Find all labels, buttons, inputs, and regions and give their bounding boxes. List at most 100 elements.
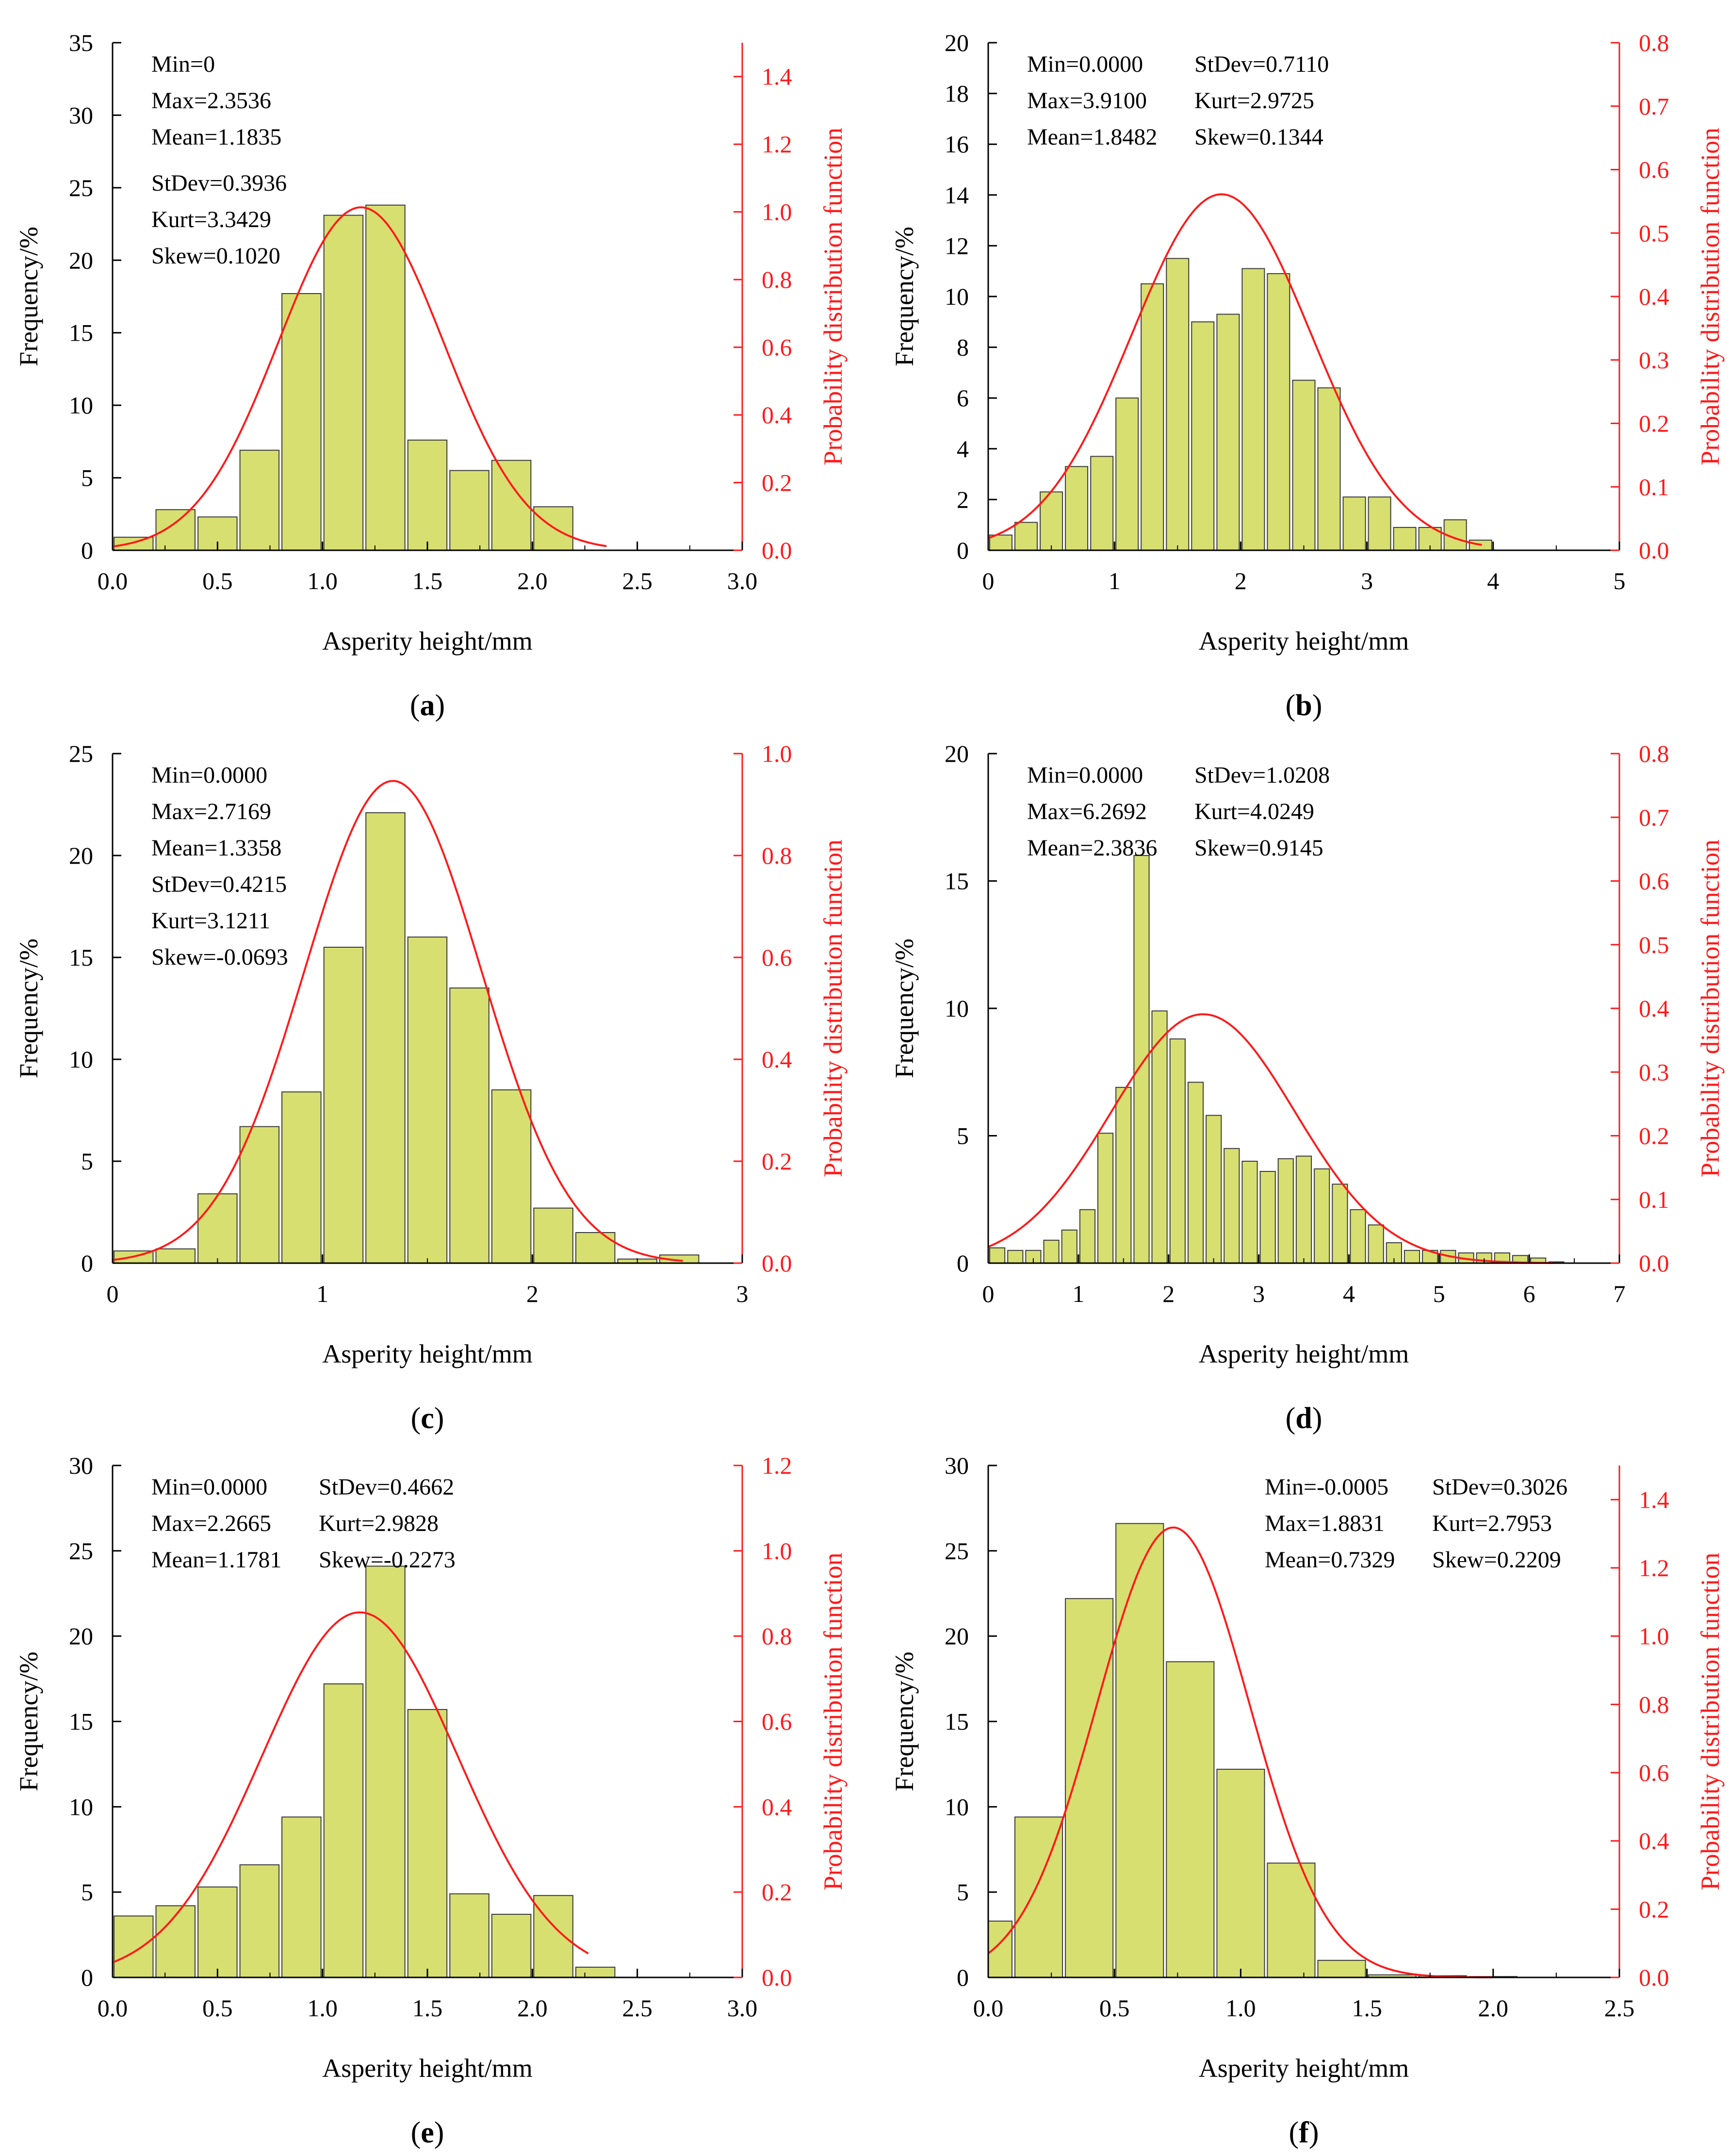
histogram-bar (1216, 313, 1240, 551)
y-tick-label: 15 (945, 868, 969, 895)
x-axis-title: Asperity height/mm (1199, 2054, 1409, 2083)
pdf-curve (112, 780, 683, 1262)
histogram-bar (1065, 466, 1089, 551)
stat-text: Skew=-0.2273 (319, 1547, 456, 1573)
histogram-bar (449, 470, 490, 551)
y-tick-label: 15 (69, 1708, 93, 1735)
histogram-bar (323, 1683, 364, 1978)
y-tick-label: 25 (69, 740, 93, 767)
y-tick-label: 10 (945, 283, 969, 310)
y2-tick-label: 0.6 (1639, 868, 1669, 895)
x-tick-label: 1 (316, 1280, 328, 1307)
histogram-bar (491, 460, 532, 551)
stat-text: StDev=0.3026 (1432, 1474, 1567, 1500)
x-tick-label: 1.5 (1352, 1994, 1382, 2022)
y-tick-label: 10 (69, 1793, 93, 1820)
y-tick-label: 14 (945, 181, 969, 209)
histogram-bar (1014, 522, 1038, 551)
stat-text: Skew=0.1020 (151, 243, 280, 269)
panel-label-letter: a (420, 689, 435, 722)
stat-text: Kurt=2.9725 (1194, 88, 1314, 114)
x-tick-label: 0.0 (98, 1994, 128, 2022)
x-tick-label: 5 (1614, 567, 1626, 594)
y2-tick-label: 0.4 (1639, 283, 1669, 310)
x-axis-title: Asperity height/mm (322, 2054, 532, 2083)
y-axis-title: Frequency/% (890, 1652, 919, 1792)
y2-tick-label: 0.4 (762, 401, 792, 428)
y-tick-label: 0 (81, 1964, 93, 1991)
stat-text: Max=3.9100 (1027, 88, 1147, 114)
y-tick-label: 5 (957, 1122, 969, 1150)
panel-label-letter: c (421, 1402, 434, 1435)
histogram-bar (1404, 1250, 1420, 1264)
y2-tick-label: 0.2 (762, 1878, 792, 1906)
x-tick-label: 0 (982, 567, 995, 594)
panel-label-letter: f (1299, 2116, 1309, 2149)
histogram-bar (239, 449, 280, 551)
x-tick-label: 2.5 (622, 567, 653, 594)
chart-panel-c: 0 1 2 3 0 5 10 15 20 25 0.0 0.2 0.4 0.6 0.8 1.0 Asperity… (14, 740, 848, 1435)
histogram-bar (989, 534, 1012, 551)
y2-tick-label: 0.4 (762, 1793, 792, 1820)
histogram-bar (1090, 456, 1114, 551)
histogram-bar (155, 1905, 196, 1978)
histogram-bar (155, 1248, 196, 1264)
x-tick-label: 0.0 (973, 1994, 1004, 2022)
y2-axis-title: Probability distribution function (1696, 128, 1725, 465)
y2-tick-label: 1.2 (1639, 1554, 1669, 1581)
panel-label-letter: d (1295, 1402, 1312, 1435)
chart-panel-f: 0.0 0.5 1.0 1.5 2.0 2.5 0 5 10 15 20 25 30 0.0 0.2 0.4 0… (890, 1452, 1725, 2149)
y2-tick-label: 0.0 (1639, 537, 1669, 564)
y-tick-label: 15 (69, 944, 93, 971)
y2-tick-label: 0.6 (1639, 156, 1669, 183)
panel-label: (f) (1289, 2116, 1319, 2149)
stat-text: Skew=0.2209 (1432, 1547, 1561, 1573)
histogram-bar (323, 214, 364, 551)
panel-label: (d) (1286, 1402, 1322, 1435)
stat-text: Max=2.2665 (151, 1511, 271, 1536)
y-tick-label: 5 (81, 1878, 93, 1906)
histogram-bar (1133, 855, 1150, 1264)
histogram-bar (1079, 1209, 1096, 1264)
histogram-bar (1166, 1661, 1215, 1978)
y2-tick-label: 0.2 (762, 469, 792, 496)
y2-axis-title: Probability distribution function (1696, 839, 1725, 1177)
histogram-bar (533, 1207, 573, 1264)
y-tick-label: 30 (69, 1452, 93, 1479)
histogram-bar (1115, 397, 1139, 551)
y-axis-title: Frequency/% (890, 227, 919, 366)
stat-text: StDev=0.4662 (319, 1474, 454, 1500)
histogram-bar (1206, 1115, 1222, 1264)
y2-tick-label: 0.6 (1639, 1759, 1669, 1786)
y-axis-title: Frequency/% (14, 227, 43, 366)
histogram-bar (533, 1895, 573, 1978)
stat-text: Mean=0.7329 (1265, 1547, 1395, 1573)
x-tick-label: 5 (1433, 1280, 1445, 1307)
panel-label: (a) (410, 689, 445, 722)
stat-text: Mean=1.3358 (151, 835, 281, 861)
histogram-bar (1141, 283, 1164, 551)
stat-text: Max=6.2692 (1027, 799, 1147, 824)
stat-text: Min=0 (151, 51, 215, 77)
x-tick-label: 6 (1523, 1280, 1535, 1307)
y2-tick-label: 0.0 (1639, 1250, 1669, 1277)
panel-label: (e) (411, 2116, 444, 2149)
x-tick-label: 0 (982, 1280, 995, 1307)
stat-text: StDev=0.7110 (1194, 51, 1329, 77)
histogram-bar (1115, 1086, 1132, 1264)
y2-tick-label: 0.2 (1639, 1122, 1669, 1150)
y-tick-label: 16 (945, 131, 969, 158)
y-tick-label: 20 (69, 247, 93, 274)
y-tick-label: 20 (69, 1623, 93, 1650)
y-tick-label: 5 (81, 464, 93, 492)
x-tick-label: 1.0 (1225, 1994, 1256, 2022)
pdf-curve (988, 193, 1482, 546)
y2-tick-label: 1.0 (762, 198, 792, 226)
histogram-bar (1166, 258, 1190, 551)
histogram-bar (114, 1915, 154, 1978)
chart-panel-a: 0.0 0.5 1.0 1.5 2.0 2.5 3.0 0 5 10 15 20 25 30 35 0.0 0.… (14, 29, 848, 722)
x-tick-label: 7 (1614, 1280, 1626, 1307)
x-tick-label: 1 (1109, 567, 1121, 594)
y2-tick-label: 0.2 (1639, 1895, 1669, 1923)
